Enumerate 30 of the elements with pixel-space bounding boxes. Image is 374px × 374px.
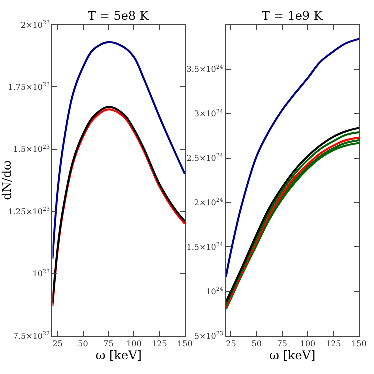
x-tick-label: 150	[352, 340, 367, 349]
x-tick-label: 50	[252, 340, 262, 349]
y-tick-label: 2×10$^{23}$	[21, 19, 51, 30]
x-tick-label: 100	[126, 340, 142, 349]
x-tick-label: 125	[152, 340, 168, 349]
x-tick-label: 150	[178, 340, 193, 349]
y-tick-label: 1.5×10$^{24}$	[186, 242, 224, 252]
x-tick-label: 25	[226, 340, 236, 349]
y-tick-label: 2.5×10$^{24}$	[186, 152, 224, 164]
x-tick-label: 25	[52, 340, 63, 349]
chart-title: T = 1e9 K	[262, 9, 324, 23]
y-tick-label: 1.25×10$^{23}$	[8, 206, 51, 216]
x-tick-label: 75	[277, 340, 288, 349]
x-axis-title: ω [keV]	[96, 348, 142, 363]
x-tick-label: 100	[300, 340, 316, 349]
x-tick-label: 75	[104, 340, 114, 349]
y-tick-label: 1.75×10$^{23}$	[8, 82, 51, 92]
y-tick-label: 2×10$^{24}$	[194, 197, 224, 208]
y-tick-label: 10$^{23}$	[32, 268, 51, 279]
y-tick-label: 5×10$^{23}$	[194, 330, 224, 341]
y-tick-label: 10$^{24}$	[206, 286, 224, 296]
y-tick-label: 3×10$^{24}$	[194, 108, 224, 119]
y-tick-label: 1.5×10$^{23}$	[13, 144, 51, 154]
x-tick-label: 125	[326, 340, 342, 349]
y-tick-label: 3.5×10$^{24}$	[186, 64, 224, 74]
y-tick-label: 7.5×10$^{22}$	[13, 330, 51, 341]
chart-title: T = 5e8 K	[88, 9, 150, 23]
x-axis-title: ω [keV]	[270, 348, 316, 363]
x-tick-label: 50	[78, 340, 88, 349]
y-axis-title: dN/dω	[0, 160, 14, 200]
